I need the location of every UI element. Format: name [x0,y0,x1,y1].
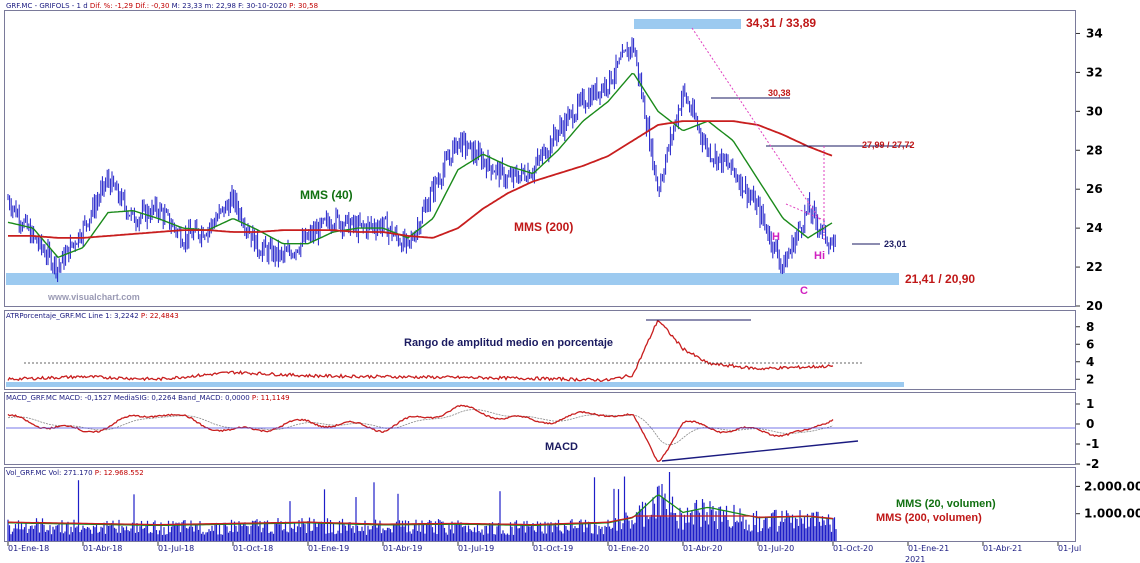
dashed-neckline [785,203,827,222]
volume-panel-header-part: Vol_GRF.MC Vol: 271.170 [6,469,95,477]
mms200-label: MMS (200) [514,220,573,234]
macd-panel-header-part: P: 11,1149 [252,394,290,402]
pattern-hi-label: Hi [814,250,825,262]
mms200-line [8,120,833,239]
x-tick-label: 01-Oct-18 [233,544,273,553]
macd-panel-header: MACD_GRF.MC MACD: -0,1527 MediaSIG: 0,22… [6,394,290,402]
macd-panel[interactable] [4,392,1076,465]
level-30-38-label: 30,38 [768,88,791,98]
x-tick-label: 01-Oct-19 [533,544,573,553]
x-tick-label: 01-Abr-19 [383,544,422,553]
x-tick-label: 01-Jul [1058,544,1081,553]
price-panel-header-part: P: 30,58 [289,2,318,10]
volume-panel[interactable] [4,467,1076,542]
vol-mms20-line [7,494,834,527]
support-band [6,273,899,285]
x-tick-label: 01-Abr-18 [83,544,122,553]
vol-mms20-label: MMS (20, volumen) [896,498,996,510]
price-ytick-label: 34 [1086,26,1103,40]
atr-panel-header-part: P: 22,4843 [141,312,179,320]
x-tick-label: 01-Jul-19 [458,544,494,553]
x-tick-label: 01-Ene-18 [8,544,49,553]
x-tick-label: 01-Ene-19 [308,544,349,553]
price-ytick-label: 24 [1086,221,1103,235]
x-tick-label: 01-Abr-20 [683,544,722,553]
atr-line [7,320,834,382]
macd-panel-header-part: MACD_GRF.MC MACD: -0,1527 MediaSIG: 0,22… [6,394,252,402]
support-label: 21,41 / 20,90 [905,272,975,286]
atr-panel[interactable] [4,310,1076,390]
macd-trendline [661,440,859,462]
macd-ytick-label: 1 [1086,397,1094,411]
atr-plot [7,320,834,382]
x-tick-label: 01-Oct-20 [833,544,873,553]
vol-mms200-label: MMS (200, volumen) [876,512,982,524]
macd-signal-line [7,409,834,446]
atr-ytick-label: 6 [1086,337,1094,351]
x-tick-label: 01-Ene-21 [908,544,949,553]
level-23-01-label: 23,01 [884,239,907,249]
volume-panel-header: Vol_GRF.MC Vol: 271.170 P: 12.968.552 [6,469,144,477]
macd-title: MACD [545,441,578,453]
price-plot [7,37,836,283]
atr-ytick-label: 2 [1086,372,1094,386]
price-ytick-label: 32 [1086,65,1103,79]
price-ytick-label: 22 [1086,260,1103,274]
macd-ytick-label: -1 [1086,437,1099,451]
price-panel[interactable] [4,10,1076,307]
macd-line [7,404,834,462]
vol-mms200-line [8,515,834,526]
price-ytick-label: 20 [1086,299,1103,313]
level-27-99-label: 27,99 / 27,72 [862,140,915,150]
x-tick-label: 01-Ene-20 [608,544,649,553]
price-ytick-label: 26 [1086,182,1103,196]
macd-plot [7,404,834,462]
pattern-c-label: C [800,285,808,297]
watermark: www.visualchart.com [47,292,140,302]
macd-ytick-label: 0 [1086,417,1094,431]
x-tick-label: 01-Abr-21 [983,544,1022,553]
price-panel-header: GRF.MC - GRIFOLS - 1 d Dif. %: -1,29 Dif… [6,2,318,10]
mms40-line [7,72,833,259]
price-panel-header-part: M: 23,33 m: 22,98 F: 30-10-2020 [169,2,289,10]
resistance-band [634,19,741,29]
atr-panel-header-part: ATRPorcentaje_GRF.MC Line 1: 3,2242 [6,312,141,320]
atr-baseline-band [6,382,904,387]
x-tick-label: 01-Jul-20 [758,544,794,553]
price-ytick-label: 28 [1086,143,1103,157]
atr-panel-header: ATRPorcentaje_GRF.MC Line 1: 3,2242 P: 2… [6,312,179,320]
price-ytick-label: 30 [1086,104,1103,118]
mms40-label: MMS (40) [300,188,353,202]
dashed-trendline [691,27,821,221]
vol-ytick-label: 1.000.000 [1084,507,1140,521]
atr-ytick-label: 8 [1086,320,1094,334]
year-label: 2021 [905,555,925,563]
price-panel-header-part: Dif. %: -1,29 [90,2,133,10]
resistance-label: 34,31 / 33,89 [746,16,816,30]
macd-ytick-label: -2 [1086,457,1099,471]
volume-plot [7,472,837,541]
vol-ytick-label: 2.000.000 [1084,479,1140,493]
pattern-h-label: H [772,231,780,243]
atr-ytick-label: 4 [1086,355,1094,369]
price-panel-header-part: Dif.: -0,30 [133,2,169,10]
atr-title: Rango de amplitud medio en porcentaje [404,337,613,349]
price-panel-header-part: GRF.MC - GRIFOLS - 1 d [6,2,90,10]
x-tick-label: 01-Jul-18 [158,544,194,553]
volume-panel-header-part: P: 12.968.552 [95,469,144,477]
